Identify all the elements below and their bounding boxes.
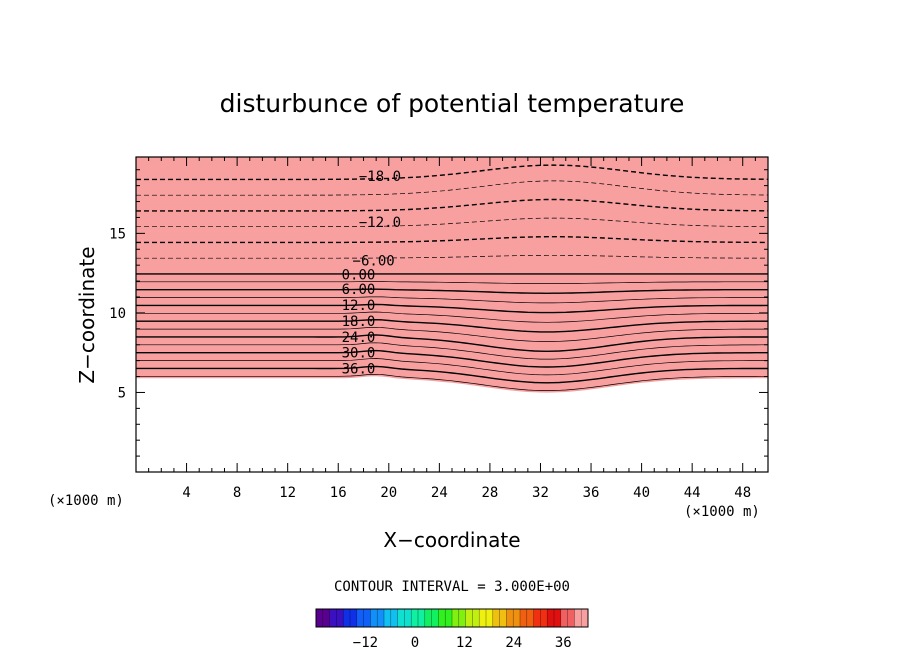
y-tick-label: 5 <box>118 385 126 401</box>
x-tick-label: 48 <box>734 485 751 501</box>
x-tick-label: 16 <box>330 485 347 501</box>
contour-label: −12.0 <box>359 215 401 231</box>
x-tick-label: 12 <box>279 485 296 501</box>
y-tick-label: 15 <box>109 226 126 242</box>
colorbar-tick-label: 0 <box>411 635 419 651</box>
contour-label: 24.0 <box>342 330 376 346</box>
x-tick-label: 4 <box>182 485 190 501</box>
colorbar-ticks: −12 0 12 24 36 <box>353 635 572 651</box>
contour-label: 30.0 <box>342 346 376 362</box>
colorbar-tick-label: 12 <box>456 635 473 651</box>
contour-line <box>136 349 768 368</box>
x-tick-label: 36 <box>583 485 600 501</box>
contour-label: 36.0 <box>342 362 376 378</box>
contour-line <box>136 180 768 196</box>
contour-line <box>136 303 768 314</box>
contour-line <box>136 217 768 228</box>
x-axis-label: X−coordinate <box>383 528 520 552</box>
contour-line <box>136 326 768 342</box>
x-tick-label: 28 <box>481 485 498 501</box>
contour-labels: −18.0 −12.0 −6.000.006.0012.018.024.030.03… <box>342 169 401 378</box>
x-ticks: 4 8 12 16 20 24 28 32 36 40 44 48 <box>148 157 756 501</box>
contour-line <box>136 198 768 212</box>
y-axis-label: Z−coordinate <box>75 246 99 383</box>
x-tick-label: 8 <box>233 485 241 501</box>
colorbar-tick-label: −12 <box>353 635 378 651</box>
contour-line <box>136 342 768 360</box>
colorbar <box>315 608 589 628</box>
contour-line <box>136 296 768 304</box>
contour-line <box>136 365 768 384</box>
y-tick-label: 10 <box>109 306 126 322</box>
chart-title: disturbunce of potential temperature <box>220 89 685 118</box>
x-tick-label: 44 <box>684 485 701 501</box>
colorbar-tick-label: 36 <box>555 635 572 651</box>
contour-line <box>136 236 768 244</box>
contour-line <box>136 164 768 181</box>
colorbar-frame <box>315 608 589 628</box>
field-band <box>136 157 768 393</box>
x-tick-label: 24 <box>431 485 448 501</box>
y-ticks: 5 10 15 <box>109 169 768 457</box>
contour-label: −18.0 <box>359 169 401 185</box>
contour-label: −6.00 <box>353 253 395 269</box>
x-tick-label: 20 <box>380 485 397 501</box>
x-tick-label: 32 <box>532 485 549 501</box>
colorbar-tick-label: 24 <box>505 635 522 651</box>
contour-line <box>136 311 768 323</box>
contour-line <box>136 281 768 284</box>
field-band <box>136 138 768 152</box>
contour-line <box>136 318 768 333</box>
y-unit-label: (×1000 m) <box>48 493 124 509</box>
contour-label: 12.0 <box>342 298 376 314</box>
x-unit-label: (×1000 m) <box>684 504 760 520</box>
contour-line <box>136 288 768 295</box>
contour-label: 0.00 <box>342 268 376 284</box>
contour-line <box>136 358 768 376</box>
contour-line <box>136 254 768 259</box>
x-tick-label: 40 <box>633 485 650 501</box>
contour-line <box>136 373 768 391</box>
contour-lines <box>136 164 768 391</box>
contour-label: 18.0 <box>342 314 376 330</box>
contour-line <box>136 334 768 353</box>
contour-interval-label: CONTOUR INTERVAL = 3.000E+00 <box>334 579 570 595</box>
contour-label: 6.00 <box>342 282 376 298</box>
